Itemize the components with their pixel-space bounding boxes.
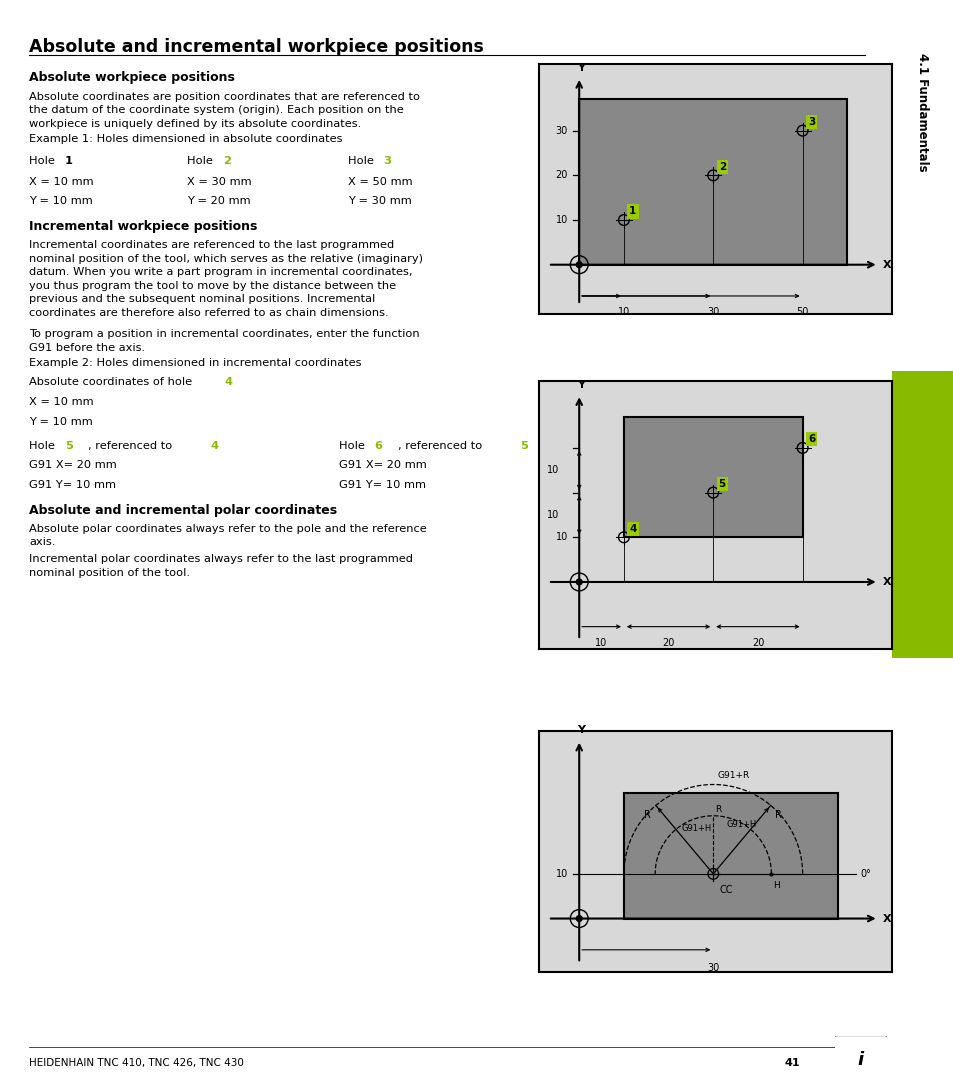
Text: Y = 10 mm: Y = 10 mm <box>30 417 93 427</box>
Bar <box>891 371 953 658</box>
Text: Y = 30 mm: Y = 30 mm <box>348 196 411 206</box>
Bar <box>578 99 846 265</box>
Text: 2: 2 <box>223 156 231 166</box>
Text: 10: 10 <box>556 215 567 225</box>
Text: X = 30 mm: X = 30 mm <box>187 177 252 187</box>
Text: Incremental coordinates are referenced to the last programmed
nominal position o: Incremental coordinates are referenced t… <box>30 240 423 317</box>
Text: 6: 6 <box>807 434 815 444</box>
Text: Absolute workpiece positions: Absolute workpiece positions <box>30 71 235 84</box>
Text: H: H <box>773 880 780 889</box>
Text: 10: 10 <box>595 638 607 648</box>
Text: G91+R: G91+R <box>717 771 749 780</box>
Text: X: X <box>882 577 891 587</box>
Text: X = 50 mm: X = 50 mm <box>348 177 412 187</box>
Text: Hole: Hole <box>187 156 216 166</box>
Bar <box>623 793 838 919</box>
Text: Incremental workpiece positions: Incremental workpiece positions <box>30 220 257 233</box>
Text: 50: 50 <box>796 308 808 317</box>
Circle shape <box>576 262 581 267</box>
Text: i: i <box>857 1052 863 1069</box>
Text: R: R <box>644 810 651 819</box>
Text: Absolute and incremental workpiece positions: Absolute and incremental workpiece posit… <box>30 38 484 56</box>
Bar <box>623 417 801 537</box>
Text: Example 1: Holes dimensioned in absolute coordinates: Example 1: Holes dimensioned in absolute… <box>30 134 342 144</box>
Text: Absolute coordinates are position coordinates that are referenced to
the datum o: Absolute coordinates are position coordi… <box>30 92 420 129</box>
Text: Y: Y <box>577 380 585 389</box>
Text: , referenced to: , referenced to <box>397 441 485 451</box>
Text: 1: 1 <box>65 156 73 166</box>
Text: 4: 4 <box>629 524 636 533</box>
Text: Hole: Hole <box>348 156 377 166</box>
Text: G91+H: G91+H <box>680 824 711 832</box>
Text: 30: 30 <box>556 125 567 135</box>
Text: CC: CC <box>720 885 733 895</box>
Text: 10: 10 <box>546 465 558 476</box>
Text: Incremental polar coordinates always refer to the last programmed
nominal positi: Incremental polar coordinates always ref… <box>30 554 413 578</box>
Text: 5: 5 <box>519 441 527 451</box>
Text: 2: 2 <box>718 161 725 171</box>
Text: G91+H: G91+H <box>725 820 756 829</box>
Text: To program a position in incremental coordinates, enter the function
G91 before : To program a position in incremental coo… <box>30 329 419 353</box>
Text: X = 10 mm: X = 10 mm <box>30 397 94 407</box>
Text: 3: 3 <box>383 156 391 166</box>
Text: Example 2: Holes dimensioned in incremental coordinates: Example 2: Holes dimensioned in incremen… <box>30 358 361 368</box>
Text: Hole: Hole <box>30 156 59 166</box>
Text: Y: Y <box>577 726 585 735</box>
Circle shape <box>576 579 581 585</box>
FancyBboxPatch shape <box>832 1035 888 1083</box>
Text: R: R <box>775 810 781 819</box>
Text: 0°: 0° <box>860 868 871 879</box>
Text: Y = 10 mm: Y = 10 mm <box>30 196 93 206</box>
Text: Absolute coordinates of hole: Absolute coordinates of hole <box>30 377 196 387</box>
Text: 4: 4 <box>225 377 233 387</box>
Text: Y: Y <box>577 62 585 73</box>
Text: G91 Y= 10 mm: G91 Y= 10 mm <box>30 480 116 490</box>
Text: 20: 20 <box>555 170 567 180</box>
Text: 30: 30 <box>706 308 719 317</box>
Text: 5: 5 <box>65 441 73 451</box>
Text: 5: 5 <box>718 479 725 489</box>
Text: Hole: Hole <box>338 441 368 451</box>
Text: X: X <box>882 913 891 924</box>
Text: X: X <box>882 260 891 269</box>
Text: Y = 20 mm: Y = 20 mm <box>187 196 251 206</box>
Text: X = 10 mm: X = 10 mm <box>30 177 94 187</box>
Text: , referenced to: , referenced to <box>89 441 176 451</box>
Text: G91 X= 20 mm: G91 X= 20 mm <box>338 460 426 470</box>
Text: 10: 10 <box>556 868 567 879</box>
Text: Absolute and incremental polar coordinates: Absolute and incremental polar coordinat… <box>30 504 337 517</box>
Text: Absolute polar coordinates always refer to the pole and the reference
axis.: Absolute polar coordinates always refer … <box>30 524 427 548</box>
Text: 20: 20 <box>661 638 674 648</box>
Text: R: R <box>715 804 721 814</box>
Text: 41: 41 <box>784 1058 800 1068</box>
Text: 3: 3 <box>807 117 815 127</box>
Text: 30: 30 <box>706 963 719 973</box>
Text: Hole: Hole <box>30 441 59 451</box>
Text: 10: 10 <box>618 308 629 317</box>
Text: 10: 10 <box>556 532 567 542</box>
Text: G91 Y= 10 mm: G91 Y= 10 mm <box>338 480 425 490</box>
Text: 4.1 Fundamentals: 4.1 Fundamentals <box>916 52 928 171</box>
Text: 1: 1 <box>629 206 636 216</box>
Text: G91 X= 20 mm: G91 X= 20 mm <box>30 460 117 470</box>
Text: 10: 10 <box>546 509 558 520</box>
Text: 6: 6 <box>375 441 382 451</box>
Text: HEIDENHAIN TNC 410, TNC 426, TNC 430: HEIDENHAIN TNC 410, TNC 426, TNC 430 <box>30 1058 244 1068</box>
Text: 4: 4 <box>211 441 218 451</box>
Circle shape <box>576 915 581 922</box>
Text: 20: 20 <box>751 638 763 648</box>
